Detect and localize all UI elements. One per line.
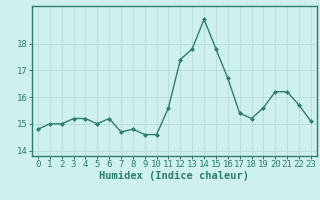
X-axis label: Humidex (Indice chaleur): Humidex (Indice chaleur) [100, 171, 249, 181]
